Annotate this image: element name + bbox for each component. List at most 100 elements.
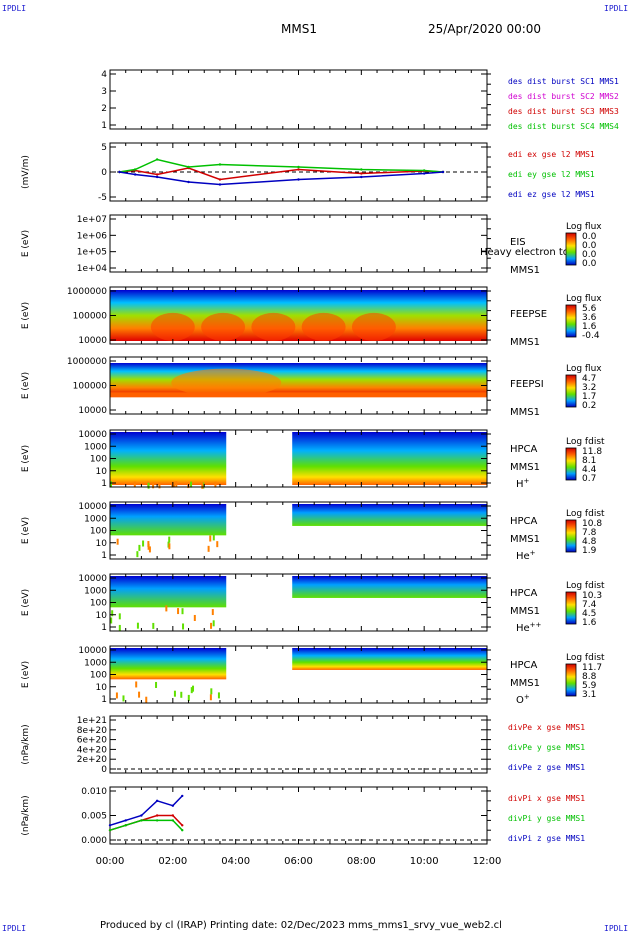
spectrogram-speck: [201, 482, 204, 489]
colorbar-tick-label: 0.0: [582, 259, 597, 269]
spectrogram-speck: [212, 620, 215, 627]
y-tick-label: 1: [101, 551, 107, 561]
colorbar-tick-label: 0.0: [582, 250, 597, 260]
y-axis-label: (nPa/km): [21, 724, 31, 764]
data-point: [155, 175, 159, 179]
colorbar: [565, 447, 577, 481]
data-point: [108, 829, 112, 832]
data-point: [218, 178, 222, 181]
data-point: [155, 819, 159, 822]
species-label: He+: [516, 549, 536, 562]
y-tick-label: 1e+07: [77, 215, 107, 225]
spectrogram-speck: [209, 535, 212, 542]
data-point: [218, 163, 222, 166]
instrument-name: HPCA: [510, 660, 538, 671]
colorbar-tick-label: 1.6: [582, 322, 597, 332]
colorbar: [565, 374, 577, 408]
spectrogram-hotspot: [171, 368, 282, 397]
legend-divpe-1: divPe y gse MMS1: [508, 743, 585, 752]
y-axis-label: E (eV): [21, 517, 31, 544]
spectrogram-speck: [210, 688, 213, 695]
colorbar-tick-label: 0.2: [582, 401, 596, 411]
colorbar-tick-label: 0.0: [582, 241, 597, 251]
instrument-name: HPCA: [510, 516, 538, 527]
spectrogram-speck: [138, 691, 141, 698]
spectrogram-speck: [193, 614, 196, 621]
y-axis-label: (mV/m): [21, 155, 31, 189]
series-divPi-y-gse-MMS1: [109, 819, 183, 831]
spectrogram-speck: [136, 551, 139, 558]
legend-divpe-0: divPe x gse MMS1: [508, 723, 585, 732]
y-tick-label: 10000: [78, 646, 107, 656]
y-tick-label: 1000000: [67, 287, 107, 297]
spectrogram-speck: [190, 687, 193, 694]
spectrogram-speck: [155, 681, 158, 688]
spectrogram-fill: [110, 648, 227, 680]
legend-divpi-0: divPi x gse MMS1: [508, 794, 585, 803]
spectrogram-fill: [292, 648, 487, 670]
spectrogram-speck: [202, 482, 205, 489]
x-tick-label: 12:00: [473, 856, 502, 867]
spectrogram-speck: [148, 546, 151, 553]
series-divPi-x-gse-MMS1: [109, 814, 183, 831]
spectrogram-speck: [177, 608, 180, 615]
y-tick-label: 6e+20: [77, 736, 108, 746]
spectrogram-band: [110, 392, 487, 398]
colorbar-tick-label: 3.6: [582, 313, 597, 323]
colorbar: [565, 663, 577, 697]
instrument-name: FEEPSI: [510, 379, 544, 390]
instrument-sc: MMS1: [510, 678, 540, 689]
y-axis-label: E (eV): [21, 372, 31, 399]
spectrogram-speck: [192, 685, 195, 692]
legend-divpi-1: divPi y gse MMS1: [508, 814, 585, 823]
y-tick-label: 1: [101, 695, 107, 705]
data-point: [360, 172, 363, 175]
colorbar-title: Log fdist: [566, 581, 605, 591]
y-tick-label: 100000: [73, 312, 108, 322]
y-tick-label: 10000: [78, 406, 107, 416]
spectrogram-fill: [110, 576, 227, 608]
y-tick-label: 8e+20: [77, 726, 108, 736]
data-point: [155, 799, 159, 802]
colorbar-title: Log fdist: [566, 437, 605, 447]
instrument-sc: MMS1: [510, 337, 540, 348]
y-tick-label: 0.010: [81, 787, 107, 797]
data-point: [171, 814, 175, 817]
spectrogram-speck: [187, 694, 190, 701]
colorbar-tick-label: 3.1: [582, 690, 596, 700]
spectrogram-speck: [118, 613, 121, 620]
spectrogram-speck: [175, 481, 178, 488]
spectrogram-speck: [209, 694, 212, 701]
y-axis-label: (nPa/km): [21, 795, 31, 835]
mission-title: MMS1: [281, 22, 317, 36]
data-point: [218, 183, 222, 186]
instrument-sc: MMS1: [510, 407, 540, 418]
data-point: [140, 819, 143, 822]
species-label: H+: [516, 477, 530, 490]
data-point: [155, 173, 159, 176]
instrument-sc: MMS1: [510, 265, 540, 276]
x-tick-label: 08:00: [347, 856, 376, 867]
legend-edi-e-1: edi ey gse l2 MMS1: [508, 170, 595, 179]
spectrogram-hotspot: [301, 312, 346, 341]
data-point: [171, 804, 175, 807]
y-tick-label: 1: [101, 479, 107, 489]
legend-edi-e-2: edi ez gse l2 MMS1: [508, 190, 595, 199]
x-tick-label: 06:00: [284, 856, 313, 867]
y-tick-label: 5: [101, 143, 107, 153]
y-tick-label: 100: [90, 671, 107, 681]
data-point: [118, 170, 121, 174]
y-tick-label: 1: [101, 623, 107, 633]
y-tick-label: 10000: [78, 502, 107, 512]
corner-label-bl: IPDLI: [2, 924, 27, 933]
spectrogram-speck: [122, 695, 125, 702]
panel-frame-eis: [109, 214, 488, 273]
x-tick-label: 00:00: [96, 856, 125, 867]
y-tick-label: 2e+20: [77, 755, 108, 765]
y-tick-label: 2: [101, 104, 107, 114]
y-axis-label: E (eV): [21, 445, 31, 472]
y-tick-label: 10000: [78, 574, 107, 584]
y-tick-label: -5: [98, 193, 107, 203]
legend-divpi-2: divPi z gse MMS1: [508, 834, 585, 843]
spectrogram-fill: [292, 504, 487, 526]
